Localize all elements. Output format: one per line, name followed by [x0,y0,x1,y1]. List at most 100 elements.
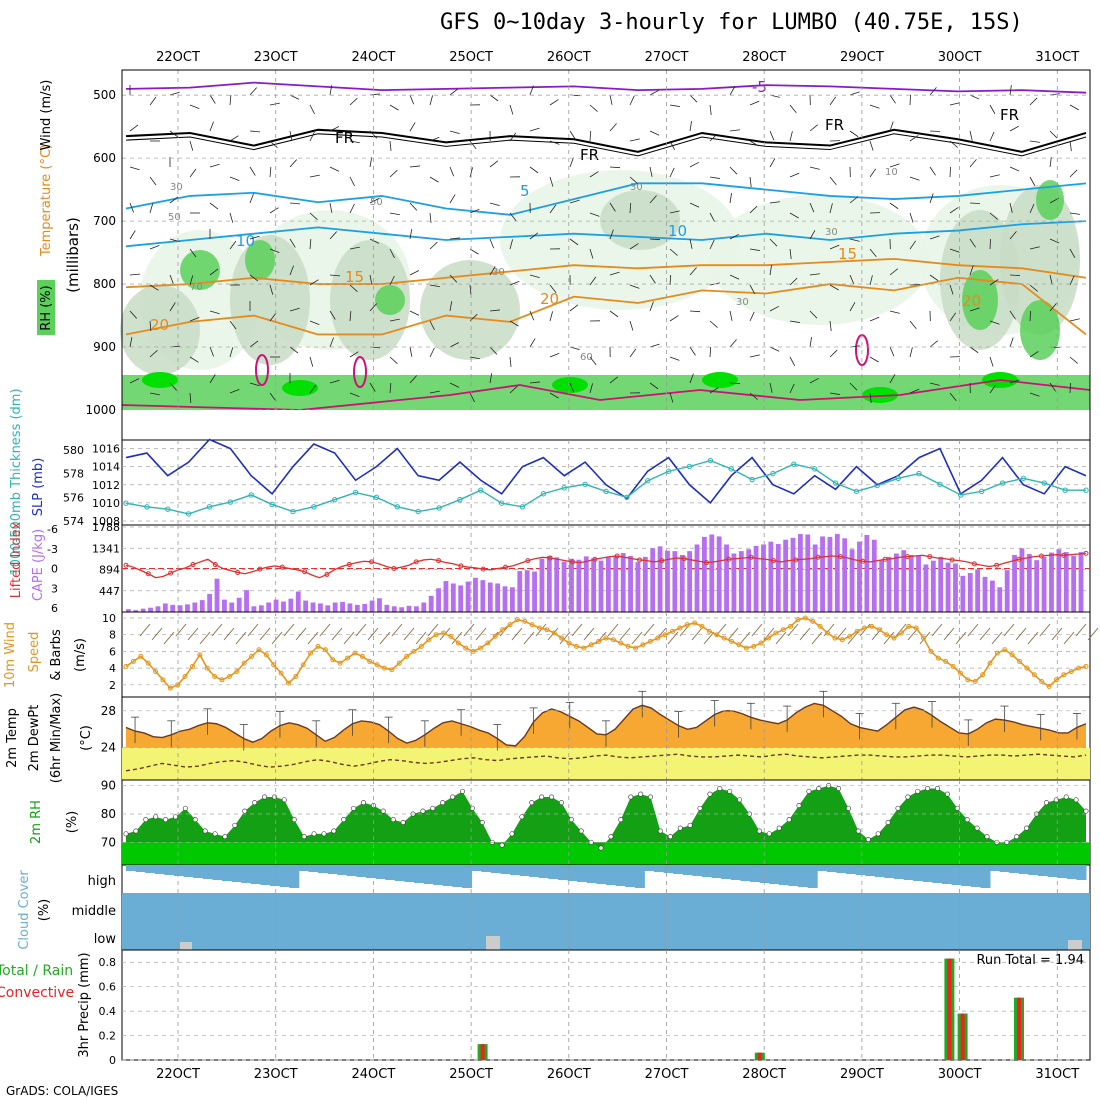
wind-speed-point [463,645,469,651]
wind-barb [769,382,773,393]
cape-bar [325,605,331,612]
cloud-high-bar [980,865,991,888]
thickness-point [624,494,630,501]
cloud-high-bar [423,865,434,884]
cloud-high-bar [471,865,482,871]
wind-barb [889,346,895,357]
wind-speed-point [640,642,646,648]
x-tick-label-top: 26OCT [547,50,591,65]
wind-speed-point [389,667,395,673]
cloud-high-bar [990,865,1001,871]
wind-speed-point [699,623,705,629]
cloud-high-bar [951,865,962,885]
cloud-high-bar [1009,865,1020,873]
cape-bar [199,600,205,612]
cloud-high-bar [481,865,492,872]
cape-bar [620,553,626,612]
cape-bar [244,590,249,612]
wind-barb [1069,356,1078,364]
cloud-high-bar [222,865,233,881]
rh2m-point [499,842,505,848]
cloud-high-bar [548,865,559,879]
lifted-index-point [994,562,1000,568]
rh2m-point [885,819,891,825]
cape-bar [222,599,227,612]
wind-barb [739,631,751,645]
wind-barb [509,239,513,250]
wind-barb [349,203,355,214]
wind-barb [389,248,395,259]
wind-barb [569,130,576,140]
wind-barb [789,356,796,367]
wind-speed-point [780,627,786,633]
wind-barb [669,210,680,214]
y-tick-label: 500 [93,88,116,102]
lifted-index-point [1061,552,1067,558]
thickness-point [582,481,588,487]
wind-speed-point [677,625,683,631]
cloud-high-bar [510,865,521,875]
cloud-high-bar [452,865,463,887]
x-tick-label-bottom: 26OCT [547,1067,591,1082]
wind-barb [329,379,340,384]
wind-speed-point [1009,652,1015,658]
wind-barb [129,310,137,319]
wind-speed-point [825,630,831,636]
cloud-high-bar [865,865,876,876]
wind-barb [729,193,732,204]
wind-speed-point [522,618,528,624]
wind-barb [269,248,280,253]
wind-barb [269,207,279,214]
lifted-index-point [971,561,977,567]
wind-barb [929,235,940,240]
thickness-point [1020,475,1027,482]
wind-barb [649,301,654,312]
wind-barb [751,623,763,637]
wind-barb [989,279,999,286]
wind-barb [847,631,859,645]
wind-barb [949,392,957,402]
wind-barb [629,176,638,184]
wind-barb [475,627,487,641]
cape-bar [1034,560,1040,612]
cape-ylabel: CAPE (J/kg) [31,529,46,601]
wind-barb [1029,392,1040,397]
wind-barb [769,158,776,168]
y-tick-label: 1788 [92,521,120,534]
rh2m-point [816,785,822,791]
wind-legend-label: Wind (m/s) [39,80,54,151]
wind-barb [259,627,271,641]
wind-barb [469,356,480,360]
wind-barb [209,346,214,357]
lifted-index-point [525,558,531,564]
contour-label: 20 [962,292,981,310]
rh-contour-label: 70 [190,282,203,293]
cape-bar [894,553,899,612]
rh2m-point [786,817,792,823]
rh2m-point [153,814,159,820]
rh2m-point [657,828,663,834]
cape-bar [414,606,419,612]
rh2m-point [796,802,802,808]
cape-bar [1078,552,1084,612]
wind-barb [289,238,296,248]
cape-bar [628,555,633,612]
wind-barb [509,356,512,367]
wind-speed-point [249,653,255,659]
wind-speed-point [817,623,823,629]
cloud-high-bar [1018,865,1029,874]
wind-barb [319,623,331,637]
wind-barb [1049,130,1058,139]
wind-barb [369,303,377,312]
thickness-line [125,459,1086,515]
lifted-index-point [413,559,419,565]
cape-bar [857,541,862,612]
cape-bar [443,581,449,612]
wind-speed-point [537,625,543,631]
wind-barb [549,311,553,322]
cape-bar [162,603,168,612]
rh2m-point [420,808,426,814]
rh2m-point [242,808,248,814]
rh-contour-label: 30 [170,182,183,193]
cape-bar [738,551,744,612]
